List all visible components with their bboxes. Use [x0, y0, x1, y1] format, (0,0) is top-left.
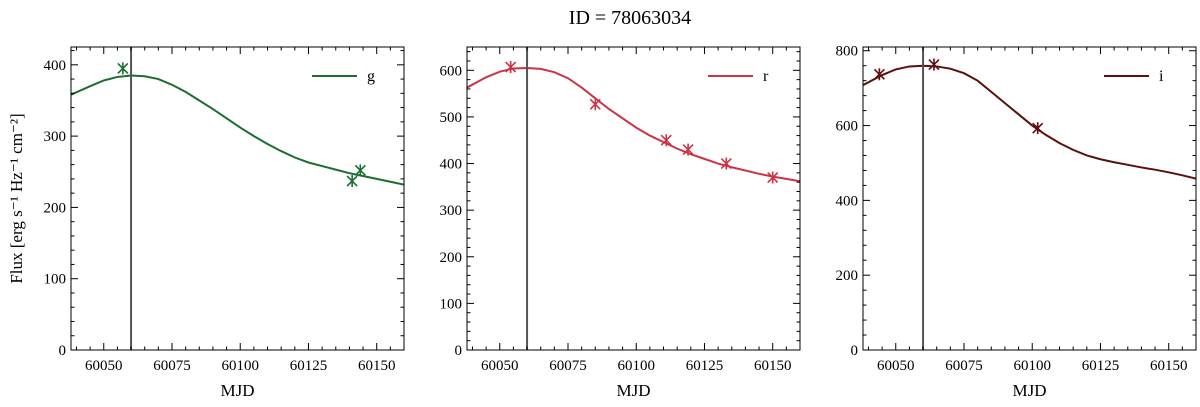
y-tick-label: 100 [44, 272, 67, 288]
model-curve [71, 74, 404, 186]
y-tick-label: 300 [44, 129, 67, 145]
y-tick-label: 800 [836, 44, 859, 60]
x-tick-label: 60050 [85, 358, 123, 374]
observation-point [928, 58, 940, 71]
observation-point [682, 143, 694, 156]
x-tick-label: 60125 [686, 358, 724, 374]
legend-label: i [1159, 68, 1164, 85]
y-tick-label: 500 [440, 110, 463, 126]
x-tick-label: 60075 [945, 358, 983, 374]
x-tick-label: 60075 [153, 358, 191, 374]
model-curve [467, 66, 800, 183]
x-tick-label: 60150 [754, 358, 792, 374]
plot-frame [466, 46, 801, 351]
x-tick-label: 60100 [221, 358, 259, 374]
y-tick-label: 0 [455, 343, 463, 359]
observation-point [354, 164, 366, 177]
observation-point [767, 171, 779, 184]
legend-label: r [763, 68, 769, 85]
observation-point [589, 98, 601, 111]
observation-point [660, 134, 672, 147]
observation-point [117, 62, 129, 75]
y-tick-label: 200 [440, 250, 463, 266]
panel-r: 60050 60075 60100 60125 60150 0 100 200 300 400 50… [440, 46, 801, 400]
x-tick-label: 60075 [549, 358, 587, 374]
x-tick-label: 60100 [1013, 358, 1051, 374]
observation-point [873, 68, 885, 81]
x-tick-label: 60100 [617, 358, 655, 374]
y-tick-label: 400 [836, 193, 859, 209]
x-tick-label: 60150 [358, 358, 396, 374]
x-tick-label: 60150 [1150, 358, 1188, 374]
observation-point [1032, 122, 1044, 135]
y-tick-label: 100 [440, 296, 463, 312]
y-tick-label: 400 [44, 58, 67, 74]
plot-frame [70, 46, 405, 351]
y-tick-label: 0 [59, 343, 67, 359]
x-tick-label: 60125 [290, 358, 328, 374]
x-axis-label: MJD [616, 381, 650, 400]
panel-g: 60050 60075 60100 60125 60150 0 100 200 300 400 MJ… [7, 46, 405, 400]
x-tick-label: 60125 [1082, 358, 1120, 374]
y-tick-label: 0 [851, 343, 859, 359]
observation-point [720, 157, 732, 170]
y-axis-label: Flux [erg s⁻¹ Hz⁻¹ cm⁻²] [7, 113, 26, 283]
model-curve [863, 64, 1196, 180]
y-tick-label: 200 [44, 200, 67, 216]
observation-point [346, 175, 358, 188]
x-tick-label: 60050 [877, 358, 915, 374]
legend-label: g [367, 68, 375, 85]
figure-title: ID = 78063034 [569, 7, 691, 29]
x-axis-label: MJD [220, 381, 254, 400]
y-tick-label: 200 [836, 268, 859, 284]
y-tick-label: 600 [836, 119, 859, 135]
plot-frame [862, 46, 1197, 351]
x-axis-label: MJD [1012, 381, 1046, 400]
y-tick-label: 400 [440, 157, 463, 173]
y-tick-label: 600 [440, 63, 463, 79]
x-tick-label: 60050 [481, 358, 519, 374]
panel-i: 60050 60075 60100 60125 60150 0 200 400 600 800 MJ… [836, 44, 1197, 400]
observation-point [505, 61, 517, 74]
y-tick-label: 300 [440, 203, 463, 219]
